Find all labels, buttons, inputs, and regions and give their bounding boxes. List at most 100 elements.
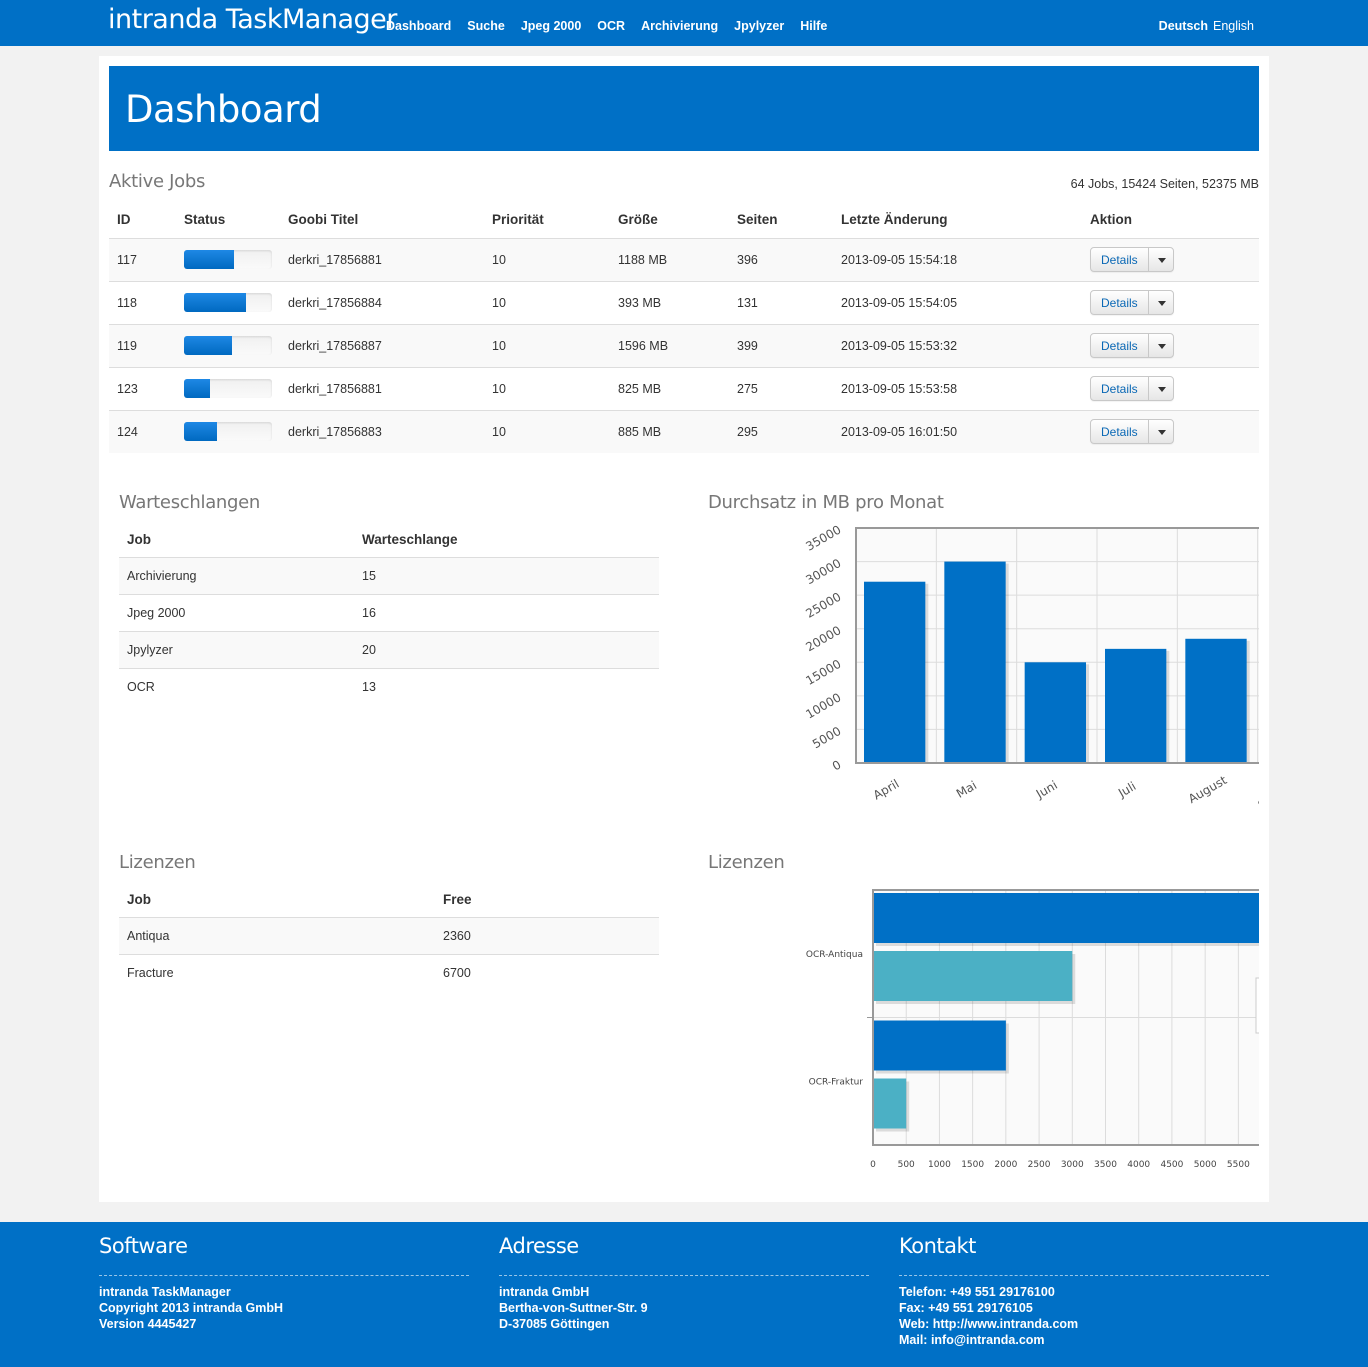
jobs-summary: 64 Jobs, 15424 Seiten, 52375 MB [1070, 177, 1259, 191]
bar [864, 581, 926, 763]
footer-contact-mail[interactable]: Mail: info@intranda.com [899, 1333, 1045, 1347]
nav-dashboard[interactable]: Dashboard [386, 19, 452, 33]
page-title: Dashboard [125, 88, 322, 131]
job-size: 393 MB [610, 280, 729, 324]
licenses-chart: 0 500 1000 1500 2000 2500 3000 3500 4000 4500 5000… [806, 889, 1259, 1170]
progress-bar [184, 422, 272, 442]
main-container: Dashboard Aktive Jobs 64 Jobs, 15424 Sei… [99, 56, 1269, 1202]
queue-value: 15 [354, 556, 659, 594]
brand-logo[interactable]: intranda TaskManager [108, 4, 397, 35]
x-tick-label: 1500 [961, 1160, 984, 1170]
caret-down-icon[interactable] [1147, 334, 1173, 357]
footer-software-line: Copyright 2013 intranda GmbH [99, 1301, 284, 1315]
progress-bar [184, 250, 272, 269]
y-tick-label: 25000 [803, 590, 843, 621]
y-tick-label: 5000 [810, 724, 843, 751]
progress-fill [184, 379, 211, 398]
footer-contact-web[interactable]: Web: http://www.intranda.com [899, 1317, 1079, 1331]
table-row: Archivierung 15 [119, 556, 659, 594]
caret-down-icon[interactable] [1147, 420, 1173, 444]
table-row: Jpylyzer 20 [119, 630, 659, 668]
details-button[interactable]: Details [1101, 425, 1138, 440]
job-priority: 10 [484, 280, 610, 324]
nav-archivierung[interactable]: Archivierung [641, 19, 719, 33]
x-tick-label: April [871, 777, 902, 803]
job-id: 123 [109, 366, 176, 410]
caret-down-icon[interactable] [1147, 248, 1173, 271]
x-tick-label: Mai [954, 778, 979, 801]
queue-job: OCR [119, 667, 354, 705]
footer: Software intranda TaskManager Copyright … [0, 1222, 1368, 1367]
col-title[interactable]: Goobi Titel [280, 202, 484, 239]
y-tick-label: 20000 [803, 623, 843, 654]
job-pages: 396 [729, 237, 833, 281]
x-tick-label: 3500 [1094, 1160, 1117, 1170]
active-jobs-title: Aktive Jobs [109, 171, 206, 192]
job-priority: 10 [484, 409, 610, 453]
details-button[interactable]: Details [1101, 296, 1138, 310]
col-priority[interactable]: Priorität [484, 202, 610, 239]
footer-software-title: Software [99, 1234, 469, 1276]
job-title: derkri_17856883 [280, 409, 484, 453]
bar [873, 1078, 907, 1129]
x-tick-label: 1000 [928, 1160, 951, 1170]
progress-fill [184, 422, 218, 442]
nav-jpeg2000[interactable]: Jpeg 2000 [520, 19, 582, 33]
licenses-title: Lizenzen [119, 852, 196, 873]
lang-english[interactable]: English [1213, 19, 1254, 33]
col-changed[interactable]: Letzte Änderung [833, 202, 1082, 239]
bar [873, 893, 1259, 943]
footer-address: Adresse intranda GmbH Bertha-von-Suttner… [499, 1234, 869, 1332]
job-status [176, 323, 280, 367]
queue-job: Archivierung [119, 556, 354, 594]
licenses-chart-title: Lizenzen [708, 852, 785, 873]
x-tick-label: 5000 [1194, 1160, 1217, 1170]
details-button-group: Details [1090, 419, 1174, 445]
job-id: 119 [109, 323, 176, 367]
queue-value: 20 [354, 630, 659, 668]
nav-suche[interactable]: Suche [467, 19, 505, 33]
job-title: derkri_17856887 [280, 323, 484, 367]
x-tick-label: Juli [1115, 779, 1138, 801]
col-job: Job [119, 523, 354, 558]
queue-job: Jpeg 2000 [119, 593, 354, 631]
y-tick-label: OCR-Antiqua [806, 950, 863, 960]
jobs-table: ID Status Goobi Titel Priorität Größe Se… [109, 202, 1259, 453]
job-size: 825 MB [610, 366, 729, 410]
details-button-group: Details [1090, 376, 1174, 401]
license-value: 2360 [435, 916, 659, 954]
queue-job: Jpylyzer [119, 630, 354, 668]
details-button[interactable]: Details [1101, 339, 1138, 353]
footer-software-line: intranda TaskManager [99, 1285, 231, 1299]
col-id[interactable]: ID [109, 202, 176, 239]
y-tick-label: OCR-Fraktur [809, 1077, 864, 1087]
caret-down-icon[interactable] [1147, 291, 1173, 314]
col-status[interactable]: Status [176, 202, 280, 239]
nav-hilfe[interactable]: Hilfe [800, 19, 828, 33]
col-size[interactable]: Größe [610, 202, 729, 239]
job-id: 117 [109, 237, 176, 281]
job-pages: 295 [729, 409, 833, 453]
queues-table: Job Warteschlange Archivierung 15 Jpeg 200… [119, 523, 659, 705]
details-button[interactable]: Details [1101, 382, 1138, 396]
y-tick-label: 10000 [803, 690, 843, 721]
job-size: 1596 MB [610, 323, 729, 367]
lang-deutsch[interactable]: Deutsch [1158, 19, 1208, 33]
col-pages[interactable]: Seiten [729, 202, 833, 239]
nav-ocr[interactable]: OCR [597, 19, 626, 33]
nav-jpylyzer[interactable]: Jpylyzer [734, 19, 785, 33]
main-nav: Dashboard Suche Jpeg 2000 OCR Archivieru… [386, 19, 827, 33]
details-button[interactable]: Details [1101, 253, 1138, 267]
job-priority: 10 [484, 366, 610, 410]
job-id: 118 [109, 280, 176, 324]
bar [1185, 638, 1247, 763]
x-tick-label: 2000 [994, 1160, 1017, 1170]
page-header: Dashboard [109, 66, 1259, 151]
x-tick-label: 5500 [1227, 1160, 1250, 1170]
job-changed: 2013-09-05 15:53:58 [833, 366, 1082, 410]
caret-down-icon[interactable] [1147, 377, 1173, 400]
navbar: intranda TaskManager Dashboard Suche Jpe… [0, 0, 1368, 46]
job-action: Details [1082, 409, 1259, 453]
job-changed: 2013-09-05 15:54:18 [833, 237, 1082, 281]
